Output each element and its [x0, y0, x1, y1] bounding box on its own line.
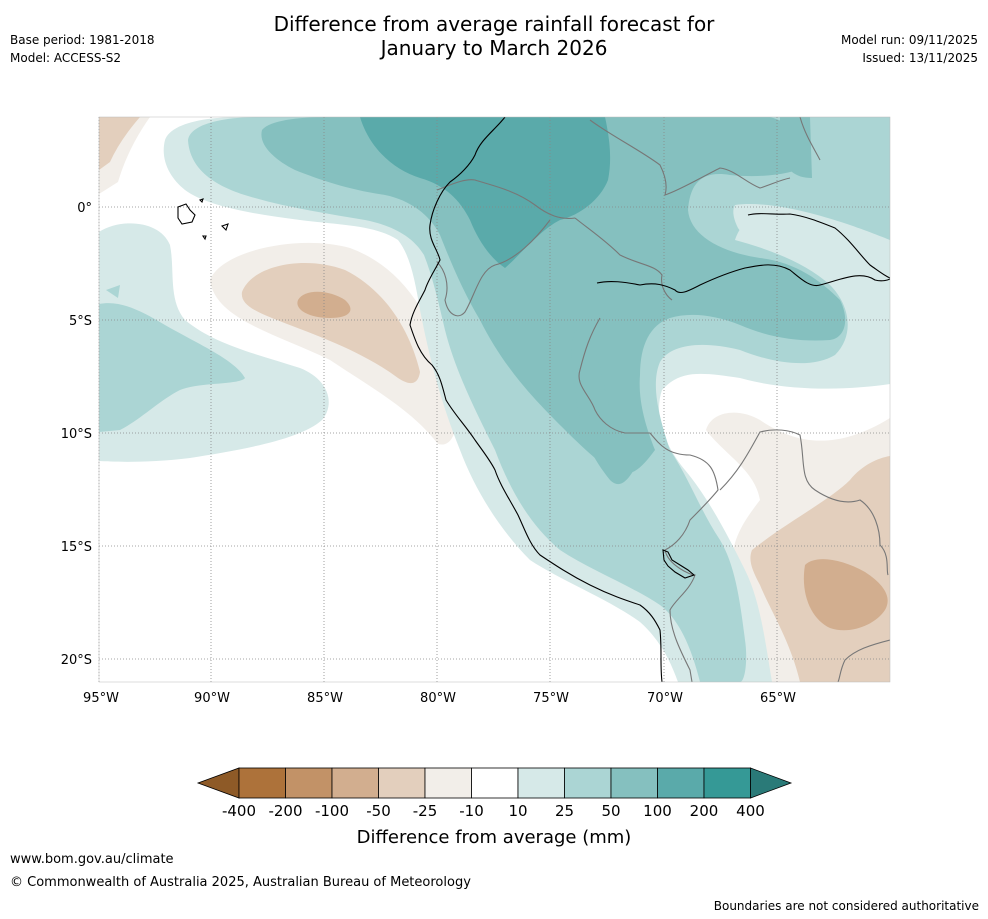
- border-colombia-venezuela: [589, 119, 791, 196]
- dry-region-offshore-core: [297, 291, 351, 318]
- lon-label-80w: 80°W: [420, 691, 456, 706]
- colorbar-tick: 10: [508, 802, 527, 820]
- lat-label-20s: 20°S: [61, 653, 92, 668]
- border-bolivia-paraguay: [837, 639, 890, 682]
- colorbar-tick: 200: [690, 802, 719, 820]
- issued-text: Issued: 13/11/2025: [862, 51, 978, 65]
- border-peru-brazil: [578, 317, 719, 551]
- colorbar-bin-2: [285, 767, 333, 799]
- colorbar-title: Difference from average (mm): [357, 827, 632, 848]
- forecast-metadata-right: Model run: 09/11/2025 Issued: 13/11/2025: [841, 31, 978, 67]
- lon-label-75w: 75°W: [533, 691, 569, 706]
- boundary-disclaimer: Boundaries are not considered authoritat…: [713, 899, 979, 913]
- colorbar-bin-9: [610, 767, 658, 799]
- lon-label-65w: 65°W: [760, 691, 796, 706]
- map-title: Difference from average rainfall forecas…: [0, 12, 988, 60]
- colorbar-bin-5: [424, 767, 472, 799]
- lat-label-5s: 5°S: [69, 314, 92, 329]
- colorbar-tick: 400: [736, 802, 765, 820]
- coastline-caribbean-north: [747, 213, 890, 279]
- lon-label-90w: 90°W: [194, 691, 230, 706]
- model-text: Model: ACCESS-S2: [10, 51, 122, 65]
- colorbar-tick: 50: [601, 802, 620, 820]
- wet-region-main-strong: [261, 117, 846, 474]
- lon-label-85w: 85°W: [307, 691, 343, 706]
- map-title-line-2: January to March 2026: [380, 36, 608, 60]
- lat-label-0: 0°: [77, 201, 92, 216]
- galapagos-islands: [177, 198, 229, 241]
- dry-region-nw-corner-inner: [99, 117, 140, 170]
- base-period-text: Base period: 1981-2018: [10, 33, 155, 47]
- border-ecuador-peru: [436, 219, 551, 317]
- colorbar-bin-11: [703, 767, 751, 799]
- rainfall-anomaly-field: [99, 117, 890, 682]
- lon-label-70w: 70°W: [647, 691, 683, 706]
- colorbar-tick-labels: -400 -200 -100 -50 -25 -10 10 25 50 100 …: [222, 802, 765, 820]
- lake-titicaca: [662, 549, 696, 579]
- colorbar-tick: -25: [413, 802, 438, 820]
- lon-label-95w: 95°W: [83, 691, 119, 706]
- colorbar-bin-10: [657, 767, 705, 799]
- latitude-labels: 0° 5°S 10°S 15°S 20°S: [61, 201, 92, 668]
- colorbar-tick: -400: [222, 802, 256, 820]
- colorbar-bin-6: [471, 767, 519, 799]
- wet-region-main-very-strong: [360, 117, 611, 268]
- coastline-caribbean-venezuela: [596, 264, 890, 294]
- colorbar-tick: 25: [555, 802, 574, 820]
- border-brazil-bolivia: [719, 429, 889, 576]
- wet-region-east-strong: [780, 117, 812, 178]
- forecast-metadata-left: Base period: 1981-2018 Model: ACCESS-S2: [10, 31, 155, 67]
- wet-region-west-pacific-medium: [99, 303, 245, 432]
- colorbar-bin-8: [564, 767, 612, 799]
- border-colombia-ecuador: [436, 179, 576, 219]
- country-borders: [436, 117, 890, 682]
- copyright-notice: © Commonwealth of Australia 2025, Austra…: [10, 875, 471, 890]
- dry-region-offshore-mid: [241, 263, 420, 384]
- border-venezuela-guyana: [799, 117, 821, 161]
- colorbar-bin-4: [378, 767, 426, 799]
- wet-region-amazon-light-hole: [733, 204, 890, 270]
- colorbar-tick: -10: [459, 802, 484, 820]
- map-title-line-1: Difference from average rainfall forecas…: [273, 12, 715, 36]
- colorbar-extend-low: [196, 767, 240, 799]
- wet-region-south-andes: [571, 330, 635, 485]
- colorbar-tick: -50: [366, 802, 391, 820]
- colorbar-bin-1: [238, 767, 286, 799]
- coastline-pacific-south-america: [409, 117, 663, 682]
- model-run-text: Model run: 09/11/2025: [840, 33, 978, 47]
- colorbar-tick: 100: [643, 802, 672, 820]
- coastlines: [177, 117, 890, 682]
- map-frame: [98, 116, 891, 683]
- lat-label-10s: 10°S: [61, 427, 92, 442]
- border-peru-bolivia-chile: [664, 549, 696, 682]
- dry-region-se-core: [803, 559, 888, 631]
- border-colombia-brazil: [574, 217, 673, 301]
- colorbar-tick: -200: [268, 802, 302, 820]
- colorbar-extend-high: [750, 767, 793, 799]
- wet-region-west-pacific-spot: [106, 285, 120, 298]
- colorbar-legend: [196, 767, 793, 799]
- longitude-labels: 95°W 90°W 85°W 80°W 75°W 70°W 65°W: [83, 691, 796, 706]
- colorbar-tick: -100: [315, 802, 349, 820]
- colorbar-bin-7: [517, 767, 565, 799]
- bom-url: www.bom.gov.au/climate: [10, 852, 174, 867]
- colorbar-bin-3: [331, 767, 379, 799]
- lat-label-15s: 15°S: [61, 540, 92, 555]
